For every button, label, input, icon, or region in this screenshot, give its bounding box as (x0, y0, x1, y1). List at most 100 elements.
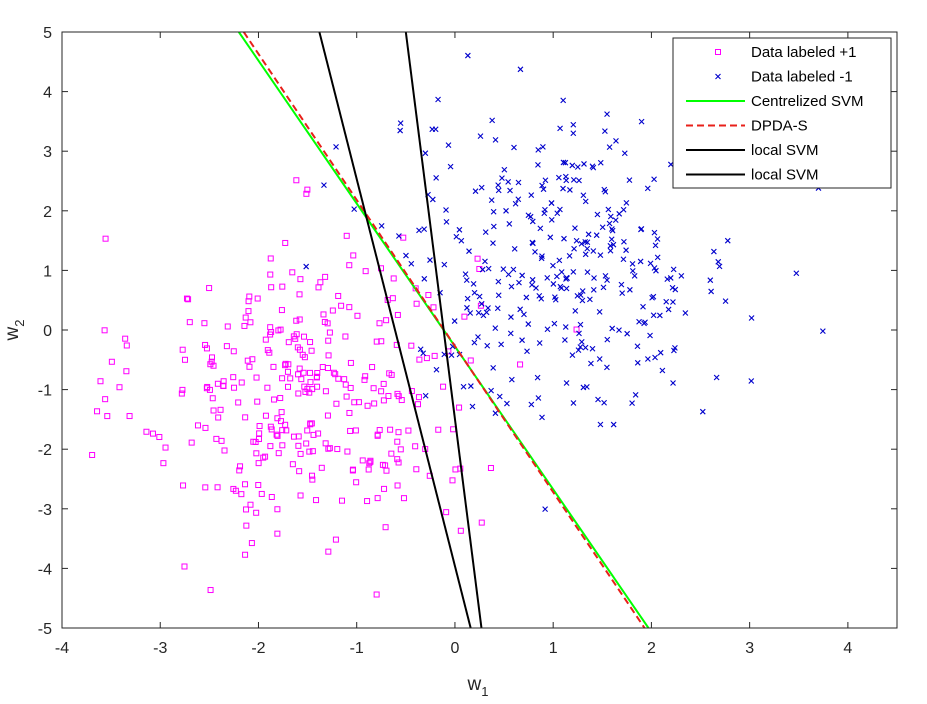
data-point-pos (350, 252, 357, 259)
data-point-pos (412, 443, 419, 450)
data-point-pos (326, 329, 333, 336)
data-point-pos (338, 302, 345, 309)
data-point-neg (563, 380, 570, 386)
data-point-neg (539, 253, 545, 260)
data-point-neg (498, 341, 505, 348)
data-point-pos (376, 320, 383, 327)
data-point-pos (104, 413, 111, 420)
data-point-neg (378, 223, 385, 229)
data-point-pos (268, 426, 275, 433)
data-point-neg (476, 293, 483, 300)
data-point-pos (224, 323, 231, 330)
data-point-neg (609, 325, 616, 332)
data-point-neg (507, 330, 514, 337)
data-point-neg (534, 374, 541, 381)
legend-marker-pos (715, 49, 721, 55)
data-point-neg (620, 256, 627, 263)
data-point-neg (652, 242, 659, 249)
data-point-pos (374, 432, 381, 439)
data-point-pos (362, 373, 369, 380)
data-point-neg (572, 307, 579, 314)
data-point-neg (713, 374, 720, 381)
data-point-neg (547, 234, 554, 241)
data-point-neg (623, 200, 630, 206)
x-tick-label: -2 (251, 640, 265, 657)
data-point-neg (421, 275, 428, 282)
x-tick-label: -3 (153, 640, 167, 657)
data-point-neg (550, 281, 557, 287)
data-point-neg (607, 242, 614, 249)
data-point-neg (453, 233, 460, 240)
data-point-neg (445, 142, 452, 149)
data-point-neg (558, 285, 565, 292)
data-point-neg (485, 305, 491, 311)
data-point-neg (550, 262, 556, 269)
data-point-neg (462, 271, 469, 278)
data-point-pos (326, 445, 333, 452)
data-point-pos (295, 371, 302, 378)
data-point-pos (285, 339, 292, 346)
data-point-pos (354, 312, 361, 319)
data-point-neg (564, 275, 571, 281)
x-tick-label: 4 (843, 640, 852, 657)
data-point-neg (429, 196, 436, 203)
data-point-neg (421, 226, 428, 233)
data-point-neg (584, 245, 591, 252)
data-point-pos (373, 338, 380, 345)
data-point-pos (223, 343, 230, 350)
data-point-neg (672, 344, 678, 351)
legend: Data labeled +1 Data labeled -1 Centrelize… (672, 37, 892, 189)
data-point-pos (243, 506, 250, 513)
data-point-pos (474, 255, 481, 262)
data-point-pos (351, 399, 358, 406)
data-point-pos (202, 424, 209, 431)
data-point-pos (405, 427, 412, 434)
data-point-neg (616, 327, 622, 334)
data-point-neg (601, 399, 608, 406)
data-point-pos (297, 492, 304, 499)
data-point-neg (607, 247, 614, 254)
data-point-pos (126, 413, 133, 420)
data-point-neg (722, 298, 729, 305)
data-point-pos (352, 427, 359, 434)
data-point-pos (278, 409, 285, 416)
data-point-neg (478, 300, 485, 307)
data-point-neg (512, 200, 519, 207)
data-point-neg (495, 187, 502, 194)
data-point-pos (346, 409, 353, 416)
data-point-pos (431, 352, 438, 359)
data-point-neg (505, 271, 512, 278)
series-line-3 (404, 32, 483, 628)
legend-label: local SVM (751, 142, 819, 159)
data-point-pos (298, 376, 305, 383)
y-axis-label: w2 (2, 320, 27, 342)
series-line-1 (242, 32, 646, 628)
data-point-pos (282, 362, 289, 369)
x-axis-label: w1 (467, 674, 489, 699)
data-point-neg (475, 334, 481, 340)
data-point-neg (477, 133, 484, 140)
data-point-neg (443, 207, 449, 213)
data-point-pos (307, 420, 314, 427)
data-point-pos (315, 284, 322, 291)
data-point-neg (489, 117, 496, 124)
data-point-pos (180, 482, 187, 489)
data-point-pos (262, 412, 269, 419)
data-point-pos (220, 378, 227, 385)
data-point-pos (390, 275, 397, 282)
data-point-pos (374, 495, 381, 502)
legend-label: Data labeled +1 (751, 44, 857, 61)
data-point-pos (307, 339, 314, 346)
data-point-pos (277, 326, 284, 333)
data-point-pos (279, 442, 286, 449)
data-point-pos (378, 338, 385, 345)
data-point-pos (408, 342, 415, 349)
data-point-neg (650, 312, 657, 319)
data-point-pos (324, 320, 331, 327)
data-point-pos (253, 374, 260, 381)
data-point-neg (631, 272, 638, 279)
data-point-neg (478, 184, 485, 191)
data-point-pos (243, 522, 250, 529)
data-point-neg (492, 325, 499, 331)
data-point-pos (258, 490, 265, 497)
